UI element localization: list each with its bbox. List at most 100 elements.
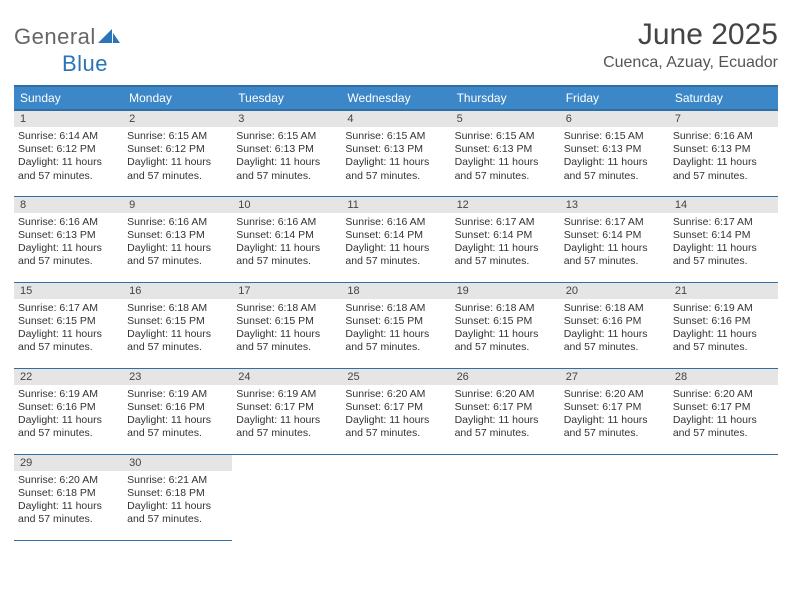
calendar-day-cell: 6Sunrise: 6:15 AMSunset: 6:13 PMDaylight…: [560, 110, 669, 196]
daylight-line: Daylight: 11 hours and 57 minutes.: [18, 328, 119, 354]
sunrise-line: Sunrise: 6:20 AM: [18, 474, 119, 487]
calendar-day-cell: 29Sunrise: 6:20 AMSunset: 6:18 PMDayligh…: [14, 454, 123, 540]
sunrise-line: Sunrise: 6:18 AM: [345, 302, 446, 315]
day-number: 29: [14, 455, 123, 471]
sunset-line: Sunset: 6:14 PM: [564, 229, 665, 242]
sunrise-line: Sunrise: 6:17 AM: [455, 216, 556, 229]
calendar-day-cell: 1Sunrise: 6:14 AMSunset: 6:12 PMDaylight…: [14, 110, 123, 196]
day-number: 2: [123, 111, 232, 127]
day-details: Sunrise: 6:19 AMSunset: 6:16 PMDaylight:…: [669, 299, 778, 357]
day-number: 6: [560, 111, 669, 127]
weekday-tuesday: Tuesday: [232, 86, 341, 110]
calendar-day-cell: 2Sunrise: 6:15 AMSunset: 6:12 PMDaylight…: [123, 110, 232, 196]
calendar-day-cell: 7Sunrise: 6:16 AMSunset: 6:13 PMDaylight…: [669, 110, 778, 196]
day-number: 21: [669, 283, 778, 299]
day-number: 25: [341, 369, 450, 385]
weekday-thursday: Thursday: [451, 86, 560, 110]
calendar-day-cell: 18Sunrise: 6:18 AMSunset: 6:15 PMDayligh…: [341, 282, 450, 368]
sunset-line: Sunset: 6:17 PM: [564, 401, 665, 414]
day-number: 12: [451, 197, 560, 213]
day-number: 14: [669, 197, 778, 213]
day-number: 8: [14, 197, 123, 213]
sunrise-line: Sunrise: 6:18 AM: [236, 302, 337, 315]
sunrise-line: Sunrise: 6:15 AM: [127, 130, 228, 143]
calendar-day-cell: [560, 454, 669, 540]
day-details: Sunrise: 6:18 AMSunset: 6:16 PMDaylight:…: [560, 299, 669, 357]
daylight-line: Daylight: 11 hours and 57 minutes.: [455, 414, 556, 440]
weekday-header-row: Sunday Monday Tuesday Wednesday Thursday…: [14, 86, 778, 110]
daylight-line: Daylight: 11 hours and 57 minutes.: [345, 414, 446, 440]
day-details: Sunrise: 6:20 AMSunset: 6:17 PMDaylight:…: [560, 385, 669, 443]
calendar-day-cell: 4Sunrise: 6:15 AMSunset: 6:13 PMDaylight…: [341, 110, 450, 196]
day-number: 20: [560, 283, 669, 299]
calendar-table: Sunday Monday Tuesday Wednesday Thursday…: [14, 85, 778, 541]
day-number: 27: [560, 369, 669, 385]
sunset-line: Sunset: 6:18 PM: [127, 487, 228, 500]
sunrise-line: Sunrise: 6:15 AM: [345, 130, 446, 143]
day-details: Sunrise: 6:17 AMSunset: 6:14 PMDaylight:…: [669, 213, 778, 271]
calendar-day-cell: 30Sunrise: 6:21 AMSunset: 6:18 PMDayligh…: [123, 454, 232, 540]
sunrise-line: Sunrise: 6:16 AM: [673, 130, 774, 143]
day-number: 13: [560, 197, 669, 213]
sunrise-line: Sunrise: 6:15 AM: [455, 130, 556, 143]
calendar-day-cell: 22Sunrise: 6:19 AMSunset: 6:16 PMDayligh…: [14, 368, 123, 454]
day-details: Sunrise: 6:16 AMSunset: 6:14 PMDaylight:…: [232, 213, 341, 271]
weekday-saturday: Saturday: [669, 86, 778, 110]
calendar-week-row: 29 Sunrise: 6:20 AM Sunset: 6:18 PM Dayligh…: [14, 454, 778, 540]
daylight-line: Daylight: 11 hours and 57 minutes.: [564, 242, 665, 268]
sunrise-line: Sunrise: 6:19 AM: [673, 302, 774, 315]
day-number: 3: [232, 111, 341, 127]
day-details: Sunrise: 6:19 AMSunset: 6:16 PMDaylight:…: [123, 385, 232, 443]
calendar-day-cell: 8Sunrise: 6:16 AMSunset: 6:13 PMDaylight…: [14, 196, 123, 282]
daylight-line: Daylight: 11 hours and 57 minutes.: [673, 242, 774, 268]
day-details: Sunrise: 6:16 AMSunset: 6:14 PMDaylight:…: [341, 213, 450, 271]
daylight-line: Daylight: 11 hours and 57 minutes.: [455, 156, 556, 182]
day-details: Sunrise: 6:15 AMSunset: 6:13 PMDaylight:…: [341, 127, 450, 185]
day-number: 26: [451, 369, 560, 385]
sunset-line: Sunset: 6:13 PM: [455, 143, 556, 156]
day-details: Sunrise: 6:16 AMSunset: 6:13 PMDaylight:…: [123, 213, 232, 271]
sunrise-line: Sunrise: 6:14 AM: [18, 130, 119, 143]
day-details: Sunrise: 6:18 AMSunset: 6:15 PMDaylight:…: [123, 299, 232, 357]
sunset-line: Sunset: 6:15 PM: [345, 315, 446, 328]
calendar-day-cell: 5Sunrise: 6:15 AMSunset: 6:13 PMDaylight…: [451, 110, 560, 196]
day-details: Sunrise: 6:16 AMSunset: 6:13 PMDaylight:…: [14, 213, 123, 271]
sunrise-line: Sunrise: 6:19 AM: [127, 388, 228, 401]
sunset-line: Sunset: 6:14 PM: [236, 229, 337, 242]
sunrise-line: Sunrise: 6:18 AM: [455, 302, 556, 315]
logo: General Blue: [14, 18, 120, 77]
weekday-monday: Monday: [123, 86, 232, 110]
sunset-line: Sunset: 6:15 PM: [455, 315, 556, 328]
day-number: 10: [232, 197, 341, 213]
weekday-friday: Friday: [560, 86, 669, 110]
sunrise-line: Sunrise: 6:20 AM: [345, 388, 446, 401]
day-number: 30: [123, 455, 232, 471]
calendar-day-cell: 3Sunrise: 6:15 AMSunset: 6:13 PMDaylight…: [232, 110, 341, 196]
sunset-line: Sunset: 6:16 PM: [127, 401, 228, 414]
calendar-day-cell: 25Sunrise: 6:20 AMSunset: 6:17 PMDayligh…: [341, 368, 450, 454]
calendar-day-cell: [451, 454, 560, 540]
daylight-line: Daylight: 11 hours and 57 minutes.: [236, 328, 337, 354]
sunrise-line: Sunrise: 6:15 AM: [236, 130, 337, 143]
day-details: Sunrise: 6:20 AMSunset: 6:17 PMDaylight:…: [451, 385, 560, 443]
sunset-line: Sunset: 6:16 PM: [673, 315, 774, 328]
sunset-line: Sunset: 6:13 PM: [236, 143, 337, 156]
sunset-line: Sunset: 6:14 PM: [345, 229, 446, 242]
sunset-line: Sunset: 6:17 PM: [236, 401, 337, 414]
sunrise-line: Sunrise: 6:18 AM: [564, 302, 665, 315]
calendar-day-cell: 13Sunrise: 6:17 AMSunset: 6:14 PMDayligh…: [560, 196, 669, 282]
day-number: 22: [14, 369, 123, 385]
sunrise-line: Sunrise: 6:17 AM: [673, 216, 774, 229]
day-details: Sunrise: 6:20 AMSunset: 6:17 PMDaylight:…: [341, 385, 450, 443]
calendar-day-cell: 12Sunrise: 6:17 AMSunset: 6:14 PMDayligh…: [451, 196, 560, 282]
day-details: Sunrise: 6:16 AMSunset: 6:13 PMDaylight:…: [669, 127, 778, 185]
day-details: Sunrise: 6:17 AMSunset: 6:14 PMDaylight:…: [560, 213, 669, 271]
calendar-day-cell: 20Sunrise: 6:18 AMSunset: 6:16 PMDayligh…: [560, 282, 669, 368]
sunrise-line: Sunrise: 6:19 AM: [18, 388, 119, 401]
daylight-line: Daylight: 11 hours and 57 minutes.: [18, 500, 119, 526]
day-number: 1: [14, 111, 123, 127]
calendar-week-row: 1Sunrise: 6:14 AMSunset: 6:12 PMDaylight…: [14, 110, 778, 196]
calendar-day-cell: 24Sunrise: 6:19 AMSunset: 6:17 PMDayligh…: [232, 368, 341, 454]
daylight-line: Daylight: 11 hours and 57 minutes.: [673, 156, 774, 182]
calendar-day-cell: 15Sunrise: 6:17 AMSunset: 6:15 PMDayligh…: [14, 282, 123, 368]
